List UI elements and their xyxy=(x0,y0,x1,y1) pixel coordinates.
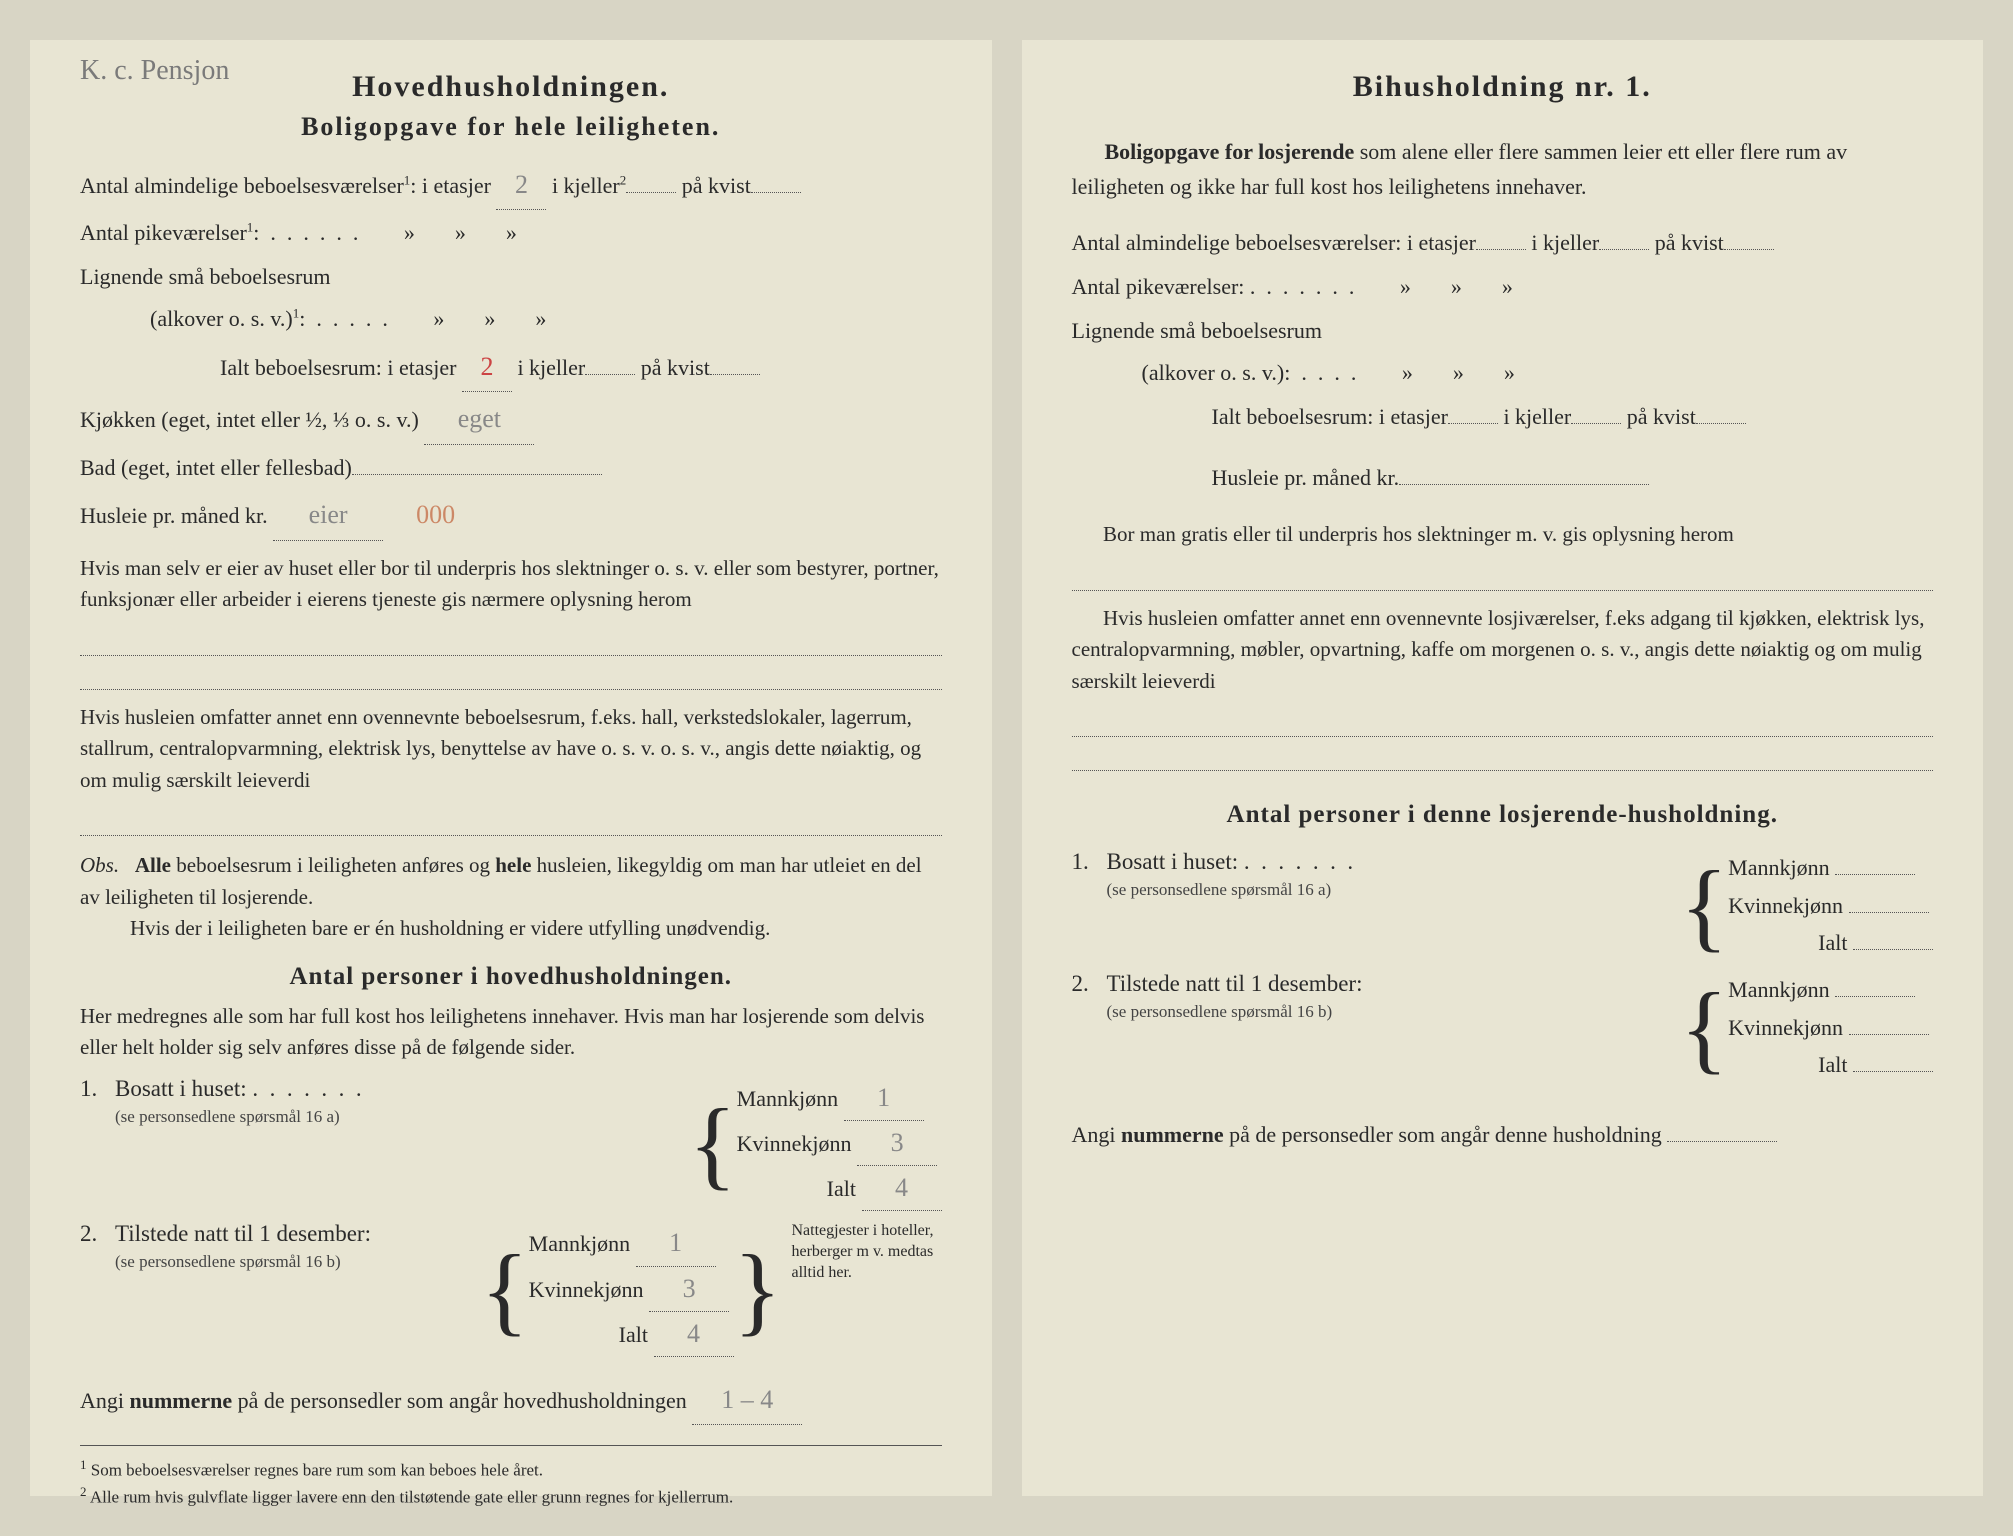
left-h3: Antal personer i hovedhusholdningen. xyxy=(80,963,942,991)
obs-note: Obs. Alle beboelsesrum i leiligheten anf… xyxy=(80,850,942,945)
brace-icon: { xyxy=(1680,858,1728,953)
angi-row: Angi nummerne på de personsedler som ang… xyxy=(80,1375,942,1425)
r-row-ialt: Ialt beboelsesrum: i etasjer i kjeller p… xyxy=(1072,396,1934,438)
husleie-value-2: 000 xyxy=(416,500,455,529)
brace-icon: } xyxy=(734,1242,782,1337)
brace-icon: { xyxy=(481,1242,529,1337)
r-section-bosatt: 1. Bosatt i huset: . . . . . . . (se per… xyxy=(1072,849,1934,961)
tilstede-mann: 1 xyxy=(636,1221,716,1266)
row-ialt-beboelsesrum: Ialt beboelsesrum: i etasjer 2 i kjeller… xyxy=(80,342,942,392)
r-row-lignende: Lignende små beboelsesrum (alkover o. s.… xyxy=(1072,310,1934,394)
right-intro: Boligopgave for losjerende som alene ell… xyxy=(1072,134,1934,204)
brace-icon: { xyxy=(1680,980,1728,1075)
h3-subtitle: Her medregnes alle som har full kost hos… xyxy=(80,1001,942,1064)
left-title-2: Boligopgave for hele leiligheten. xyxy=(80,112,942,142)
angi-value: 1 – 4 xyxy=(692,1375,802,1425)
section-bosatt: 1. Bosatt i huset: . . . . . . . (se per… xyxy=(80,1076,942,1212)
bosatt-mann: 1 xyxy=(844,1076,924,1121)
etasjer-value: 2 xyxy=(496,160,546,210)
tilstede-kvinne: 3 xyxy=(649,1267,729,1312)
side-note: Nattegjester i hoteller, herberger m v. … xyxy=(792,1221,942,1283)
row-pikevaerelser: Antal pikeværelser1: . . . . . . »»» xyxy=(80,212,942,254)
husleie-value-1: eier xyxy=(273,490,383,540)
brace-icon: { xyxy=(689,1096,737,1191)
row-beboelsesvaerelser: Antal almindelige beboelsesværelser1: i … xyxy=(80,160,942,210)
note-eier: Hvis man selv er eier av huset eller bor… xyxy=(80,553,942,616)
row-lignende: Lignende små beboelsesrum (alkover o. s.… xyxy=(80,256,942,340)
section-tilstede: 2. Tilstede natt til 1 desember: (se per… xyxy=(80,1221,942,1357)
r-row-husleie: Husleie pr. måned kr. xyxy=(1072,457,1934,499)
right-title: Bihusholdning nr. 1. xyxy=(1072,70,1934,104)
r-angi-row: Angi nummerne på de personsedler som ang… xyxy=(1072,1114,1934,1156)
r-row-pike: Antal pikeværelser: . . . . . . . »»» xyxy=(1072,266,1934,308)
handwritten-annotation: K. c. Pensjon xyxy=(80,55,229,87)
footnotes: 1 Som beboelsesværelser regnes bare rum … xyxy=(80,1445,942,1507)
r-note1: Bor man gratis eller til underpris hos s… xyxy=(1072,519,1934,551)
r-section-tilstede: 2. Tilstede natt til 1 desember: (se per… xyxy=(1072,971,1934,1083)
row-husleie: Husleie pr. måned kr. eier 000 xyxy=(80,490,942,540)
r-row-beboelses: Antal almindelige beboelsesværelser: i e… xyxy=(1072,222,1934,264)
tilstede-ialt: 4 xyxy=(654,1312,734,1357)
note-husleie: Hvis husleien omfatter annet enn ovennev… xyxy=(80,702,942,797)
r-note2: Hvis husleien omfatter annet enn ovennev… xyxy=(1072,603,1934,698)
right-h3: Antal personer i denne losjerende-hushol… xyxy=(1072,801,1934,829)
kjokken-value: eget xyxy=(424,394,534,444)
bosatt-kvinne: 3 xyxy=(857,1121,937,1166)
left-page: K. c. Pensjon Hovedhusholdningen. Boligo… xyxy=(30,40,992,1496)
bosatt-ialt: 4 xyxy=(862,1166,942,1211)
ialt-etasjer-value: 2 xyxy=(462,342,512,392)
row-bad: Bad (eget, intet eller fellesbad) xyxy=(80,447,942,489)
row-kjokken: Kjøkken (eget, intet eller ½, ⅓ o. s. v.… xyxy=(80,394,942,444)
right-page: Bihusholdning nr. 1. Boligopgave for los… xyxy=(1022,40,1984,1496)
